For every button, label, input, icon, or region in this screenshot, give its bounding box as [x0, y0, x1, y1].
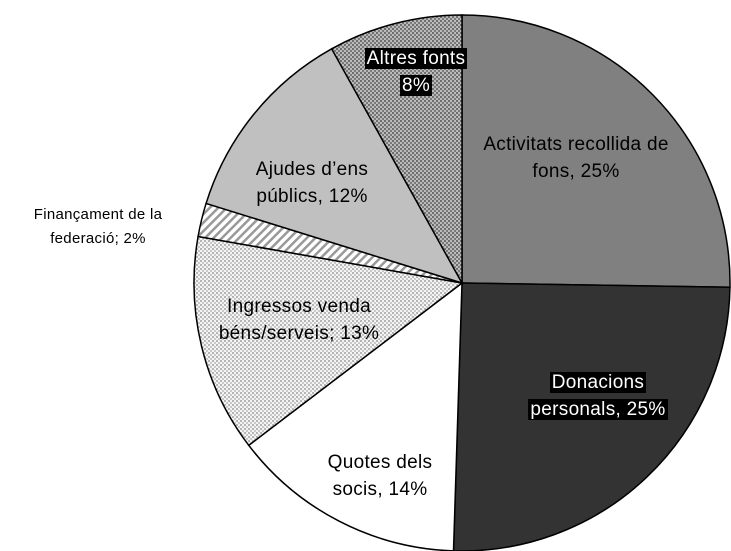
pie-slice: [247, 281, 463, 551]
data-label-text: Ajudes d’ens públics, 12%: [255, 159, 369, 207]
data-label: Altres fonts 8%: [356, 45, 476, 99]
data-label: Donacions personals, 25%: [513, 369, 683, 423]
pie-slice: [461, 14, 731, 289]
data-label: Ingressos venda béns/serveis; 13%: [214, 293, 384, 347]
data-label-text: Activitats recollida de fons, 25%: [483, 134, 669, 182]
data-label: Quotes dels socis, 14%: [310, 449, 450, 503]
data-label: Activitats recollida de fons, 25%: [471, 131, 681, 185]
pie-slice: [205, 47, 464, 285]
data-label-text: Altres fonts 8%: [364, 48, 468, 96]
data-label: Finançament de la federació; 2%: [3, 203, 193, 251]
pie-slice: [193, 235, 464, 447]
data-label-text: Finançament de la federació; 2%: [33, 206, 163, 247]
data-label-text: Ingressos venda béns/serveis; 13%: [218, 296, 380, 344]
data-label-text: Quotes dels socis, 14%: [327, 452, 433, 500]
data-label: Ajudes d’ens públics, 12%: [237, 156, 387, 210]
data-label-text: Donacions personals, 25%: [528, 372, 668, 420]
